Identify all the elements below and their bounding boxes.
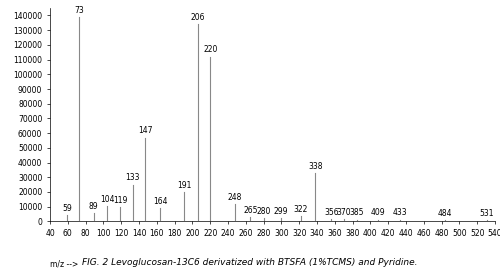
Text: 385: 385 (350, 208, 364, 217)
Text: 370: 370 (336, 208, 351, 217)
Text: 73: 73 (74, 6, 84, 15)
Text: 104: 104 (100, 195, 114, 204)
Text: m/z -->: m/z --> (50, 260, 78, 269)
Text: 89: 89 (89, 202, 99, 211)
Text: FIG. 2 Levoglucosan-13C6 derivatized with BTSFA (1%TCMS) and Pyridine.: FIG. 2 Levoglucosan-13C6 derivatized wit… (82, 258, 418, 267)
Text: 220: 220 (203, 45, 218, 55)
Text: 484: 484 (438, 209, 452, 218)
Text: 531: 531 (480, 209, 494, 218)
Text: 338: 338 (308, 162, 322, 171)
Text: 206: 206 (190, 13, 205, 22)
Text: 59: 59 (62, 204, 72, 212)
Text: 299: 299 (274, 207, 288, 216)
Text: 409: 409 (371, 208, 386, 217)
Text: 164: 164 (153, 197, 168, 206)
Text: 133: 133 (126, 173, 140, 183)
Text: 147: 147 (138, 126, 152, 135)
Text: 280: 280 (256, 207, 271, 215)
Text: 248: 248 (228, 193, 242, 201)
Text: 433: 433 (392, 208, 407, 217)
Text: 322: 322 (294, 205, 308, 214)
Text: 191: 191 (177, 181, 192, 190)
Text: 356: 356 (324, 208, 338, 217)
Text: 265: 265 (243, 206, 258, 215)
Text: 119: 119 (113, 196, 128, 205)
